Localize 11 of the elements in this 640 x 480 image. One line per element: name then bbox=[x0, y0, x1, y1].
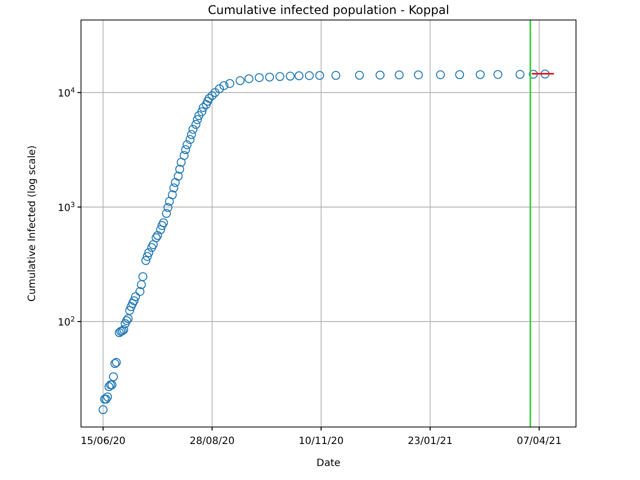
x-tick-label: 28/08/20 bbox=[190, 436, 235, 447]
y-tick-label: 10$^{2}$ bbox=[58, 316, 75, 329]
x-tick-label: 15/06/20 bbox=[80, 436, 126, 447]
chart-title: Cumulative infected population - Koppal bbox=[208, 3, 450, 17]
x-axis-title: Date bbox=[316, 458, 340, 469]
y-axis-title: Cumulative Infected (log scale) bbox=[27, 145, 38, 302]
y-tick-label: 10$^{4}$ bbox=[58, 86, 76, 100]
x-tick-label: 10/11/20 bbox=[298, 436, 344, 447]
x-tick-label: 23/01/21 bbox=[408, 436, 453, 447]
x-tick-label: 07/04/21 bbox=[516, 436, 562, 447]
y-tick-label: 10$^{3}$ bbox=[58, 201, 75, 214]
